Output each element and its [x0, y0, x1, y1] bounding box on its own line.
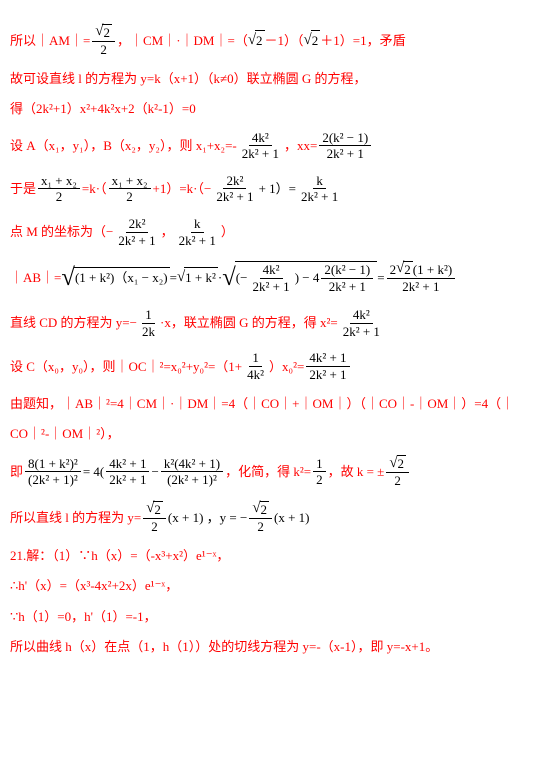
- frac: 4k² 2k² + 1: [239, 130, 282, 162]
- line-10b: CO｜²-｜OM｜²），: [10, 424, 544, 444]
- text: 所以｜AM｜=: [10, 31, 90, 51]
- line-6: 点 M 的坐标为（− 2k²2k² + 1 ， k2k² + 1 ）: [10, 216, 544, 248]
- line-9: 设 C（x₀，y₀），则｜OC｜²=x₀²+y₀²=（1+ 14k² ）x₀²=…: [10, 350, 544, 382]
- frac: 2 2: [92, 23, 115, 58]
- line-8: 直线 CD 的方程为 y=− 12k ·x，联立椭圆 G 的方程，得 x²= 4…: [10, 307, 544, 339]
- line-16: 所以曲线 h（x）在点（1，h（1））处的切线方程为 y=-（x-1），即 y=…: [10, 637, 544, 657]
- line-5: 于是 x₁ + x₂2 =k·（ x₁ + x₂2 +1）=k·（− 2k²2k…: [10, 173, 544, 205]
- line-7: ｜AB｜= (1 + k²)（x₁ − x₂) = 1 + k² · (− 4k…: [10, 259, 544, 296]
- text: ，｜CM｜·｜DM｜=（: [117, 31, 248, 51]
- line-3: 得（2k²+1）x²+4k²x+2（k²-1）=0: [10, 99, 544, 119]
- line-10: 由题知，｜AB｜²=4｜CM｜·｜DM｜=4（｜CO｜+｜OM｜）（｜CO｜-｜…: [10, 394, 544, 414]
- line-13: 21.解：（1）∵h（x）=（-x³+x²）e¹⁻ˣ，: [10, 546, 544, 566]
- line-11: 即 8(1 + k²)²(2k² + 1)² = 4( 4k² + 12k² +…: [10, 455, 544, 490]
- line-15: ∵h（1）=0，h'（1）=-1，: [10, 607, 544, 627]
- line-14: ∴h'（x）=（x³-4x²+2x）e¹⁻ˣ，: [10, 576, 544, 596]
- frac: 2(k² − 1) 2k² + 1: [319, 130, 371, 162]
- line-12: 所以直线 l 的方程为 y= 2 2 (x + 1) ，y = − 2 2 (x…: [10, 500, 544, 535]
- line-4: 设 A（x₁，y₁），B（x₂，y₂），则 x₁+x₂=- 4k² 2k² + …: [10, 130, 544, 162]
- line-1: 所以｜AM｜= 2 2 ，｜CM｜·｜DM｜=（ 2 －1）（ 2 ＋1）=1，…: [10, 23, 544, 58]
- line-2: 故可设直线 l 的方程为 y=k（x+1）（k≠0）联立椭圆 G 的方程，: [10, 69, 544, 89]
